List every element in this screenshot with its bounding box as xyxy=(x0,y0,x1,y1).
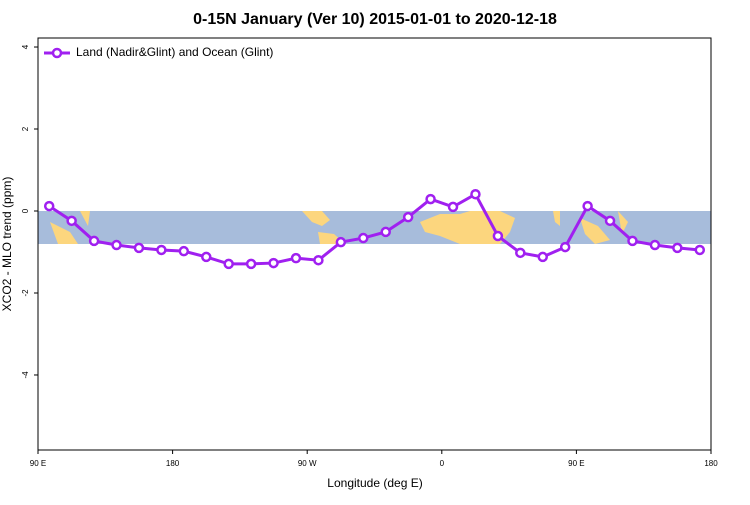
point xyxy=(245,258,257,270)
point xyxy=(178,245,190,257)
point xyxy=(290,252,302,264)
point xyxy=(111,239,122,251)
map-band xyxy=(38,211,711,244)
x-tick-label: 90 W xyxy=(298,459,317,468)
point xyxy=(559,241,571,253)
point xyxy=(268,257,279,269)
point xyxy=(88,235,100,247)
legend-label: Land (Nadir&Glint) and Ocean (Glint) xyxy=(76,45,273,59)
point xyxy=(604,215,616,227)
point xyxy=(43,200,55,212)
point xyxy=(537,251,548,263)
x-tick-label: 180 xyxy=(704,459,718,468)
point xyxy=(447,201,459,213)
x-tick-label: 180 xyxy=(166,459,180,468)
x-tick-label: 0 xyxy=(440,459,445,468)
point xyxy=(66,215,77,227)
point xyxy=(201,251,212,263)
point xyxy=(627,235,638,247)
point xyxy=(470,188,481,200)
legend-marker xyxy=(51,47,63,59)
y-tick-label: 0 xyxy=(21,208,30,213)
point xyxy=(156,244,167,256)
point xyxy=(694,244,706,256)
x-tick-label: 90 E xyxy=(30,459,46,468)
y-axis-label: XCO2 - MLO trend (ppm) xyxy=(0,177,14,312)
point xyxy=(380,226,391,238)
point xyxy=(425,193,436,205)
point xyxy=(335,236,347,248)
point xyxy=(672,242,683,254)
point xyxy=(223,258,234,270)
point xyxy=(133,242,145,254)
point xyxy=(649,239,661,251)
plot-frame xyxy=(37,37,712,451)
point xyxy=(313,254,324,266)
y-tick-label: 4 xyxy=(21,44,30,49)
point xyxy=(582,200,593,212)
point xyxy=(492,230,504,242)
y-tick-label: -4 xyxy=(21,371,30,379)
x-tick-label: 90 E xyxy=(568,459,584,468)
point xyxy=(358,232,369,244)
y-tick-label: -2 xyxy=(21,289,30,297)
point xyxy=(515,247,526,259)
chart-title: 0-15N January (Ver 10) 2015-01-01 to 202… xyxy=(193,11,557,28)
x-axis-label: Longitude (deg E) xyxy=(327,476,422,490)
point xyxy=(402,211,414,223)
y-tick-label: 2 xyxy=(21,126,30,131)
